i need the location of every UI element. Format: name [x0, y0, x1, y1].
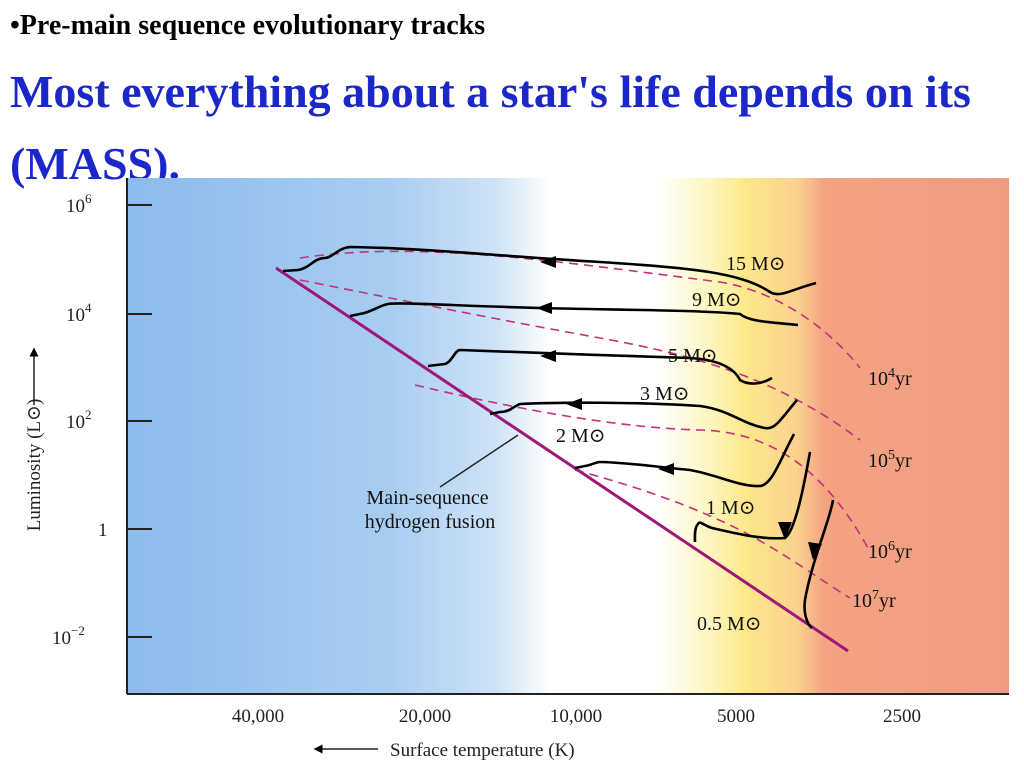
- track-label-1: 1 M⊙: [706, 497, 756, 519]
- arrowhead: [536, 302, 552, 314]
- track-label-3: 3 M⊙: [640, 383, 690, 405]
- temperature-gradient-background: [127, 178, 1009, 694]
- main-sequence-label: Main-sequence hydrogen fusion: [365, 487, 496, 533]
- y-ticks: [127, 204, 152, 638]
- track-1: [693, 451, 812, 543]
- isochrone-1e5: [299, 279, 861, 441]
- track-0-5: [803, 499, 835, 630]
- y-axis-title-group: Luminosity (L⊙): [24, 399, 45, 532]
- isochrone-label-1e5: 105yr: [868, 448, 912, 472]
- y-tick-label: 106: [66, 191, 92, 217]
- x-tick-label: 40,000: [232, 706, 284, 727]
- track-label-5: 5 M⊙: [668, 345, 718, 367]
- isochrone-label-1e6: 106yr: [868, 539, 912, 563]
- track-15: [282, 245, 817, 296]
- isochrone-label-1e7: 107yr: [852, 588, 896, 612]
- slide-headline: Most everything about a star's life depe…: [10, 66, 971, 189]
- track-arrowheads: [536, 256, 822, 560]
- isochrone-1e7: [574, 469, 851, 599]
- isochrone-1e4: [299, 250, 861, 369]
- track-label-2: 2 M⊙: [556, 425, 606, 447]
- x-tick-label: 5000: [717, 706, 755, 727]
- isochrones: [299, 250, 869, 599]
- track-label-0-5: 0.5 M⊙: [697, 613, 762, 635]
- x-tick-label: 2500: [883, 706, 921, 727]
- arrowhead: [540, 256, 556, 268]
- track-2: [574, 433, 796, 488]
- arrowhead: [658, 463, 674, 475]
- track-label-9: 9 M⊙: [692, 289, 742, 311]
- main-sequence-line: [275, 266, 849, 653]
- y-axis-title: Luminosity (L⊙): [24, 399, 45, 532]
- track-3: [489, 399, 798, 430]
- arrowhead: [566, 398, 582, 410]
- y-tick-label: 104: [66, 300, 92, 326]
- isochrone-1e6: [414, 384, 869, 549]
- y-tick-label: 102: [66, 407, 92, 433]
- y-tick-label: 1: [98, 520, 108, 541]
- track-label-15: 15 M⊙: [726, 253, 786, 275]
- x-axis-title: Surface temperature (K): [390, 740, 575, 761]
- y-tick-label: 10−2: [52, 623, 85, 649]
- x-tick-label: 10,000: [550, 706, 602, 727]
- track-5: [427, 348, 773, 385]
- main-sequence-label-line: hydrogen fusion: [365, 511, 496, 533]
- arrowhead: [808, 542, 822, 560]
- slide-bullet: •Pre-main sequence evolutionary tracks: [10, 10, 486, 41]
- arrowhead: [778, 522, 792, 540]
- isochrone-label-1e4: 104yr: [868, 366, 912, 390]
- main-sequence-pointer: [439, 434, 519, 488]
- arrowhead: [540, 350, 556, 362]
- x-tick-label: 20,000: [399, 706, 451, 727]
- main-sequence-label-line: Main-sequence: [366, 487, 488, 509]
